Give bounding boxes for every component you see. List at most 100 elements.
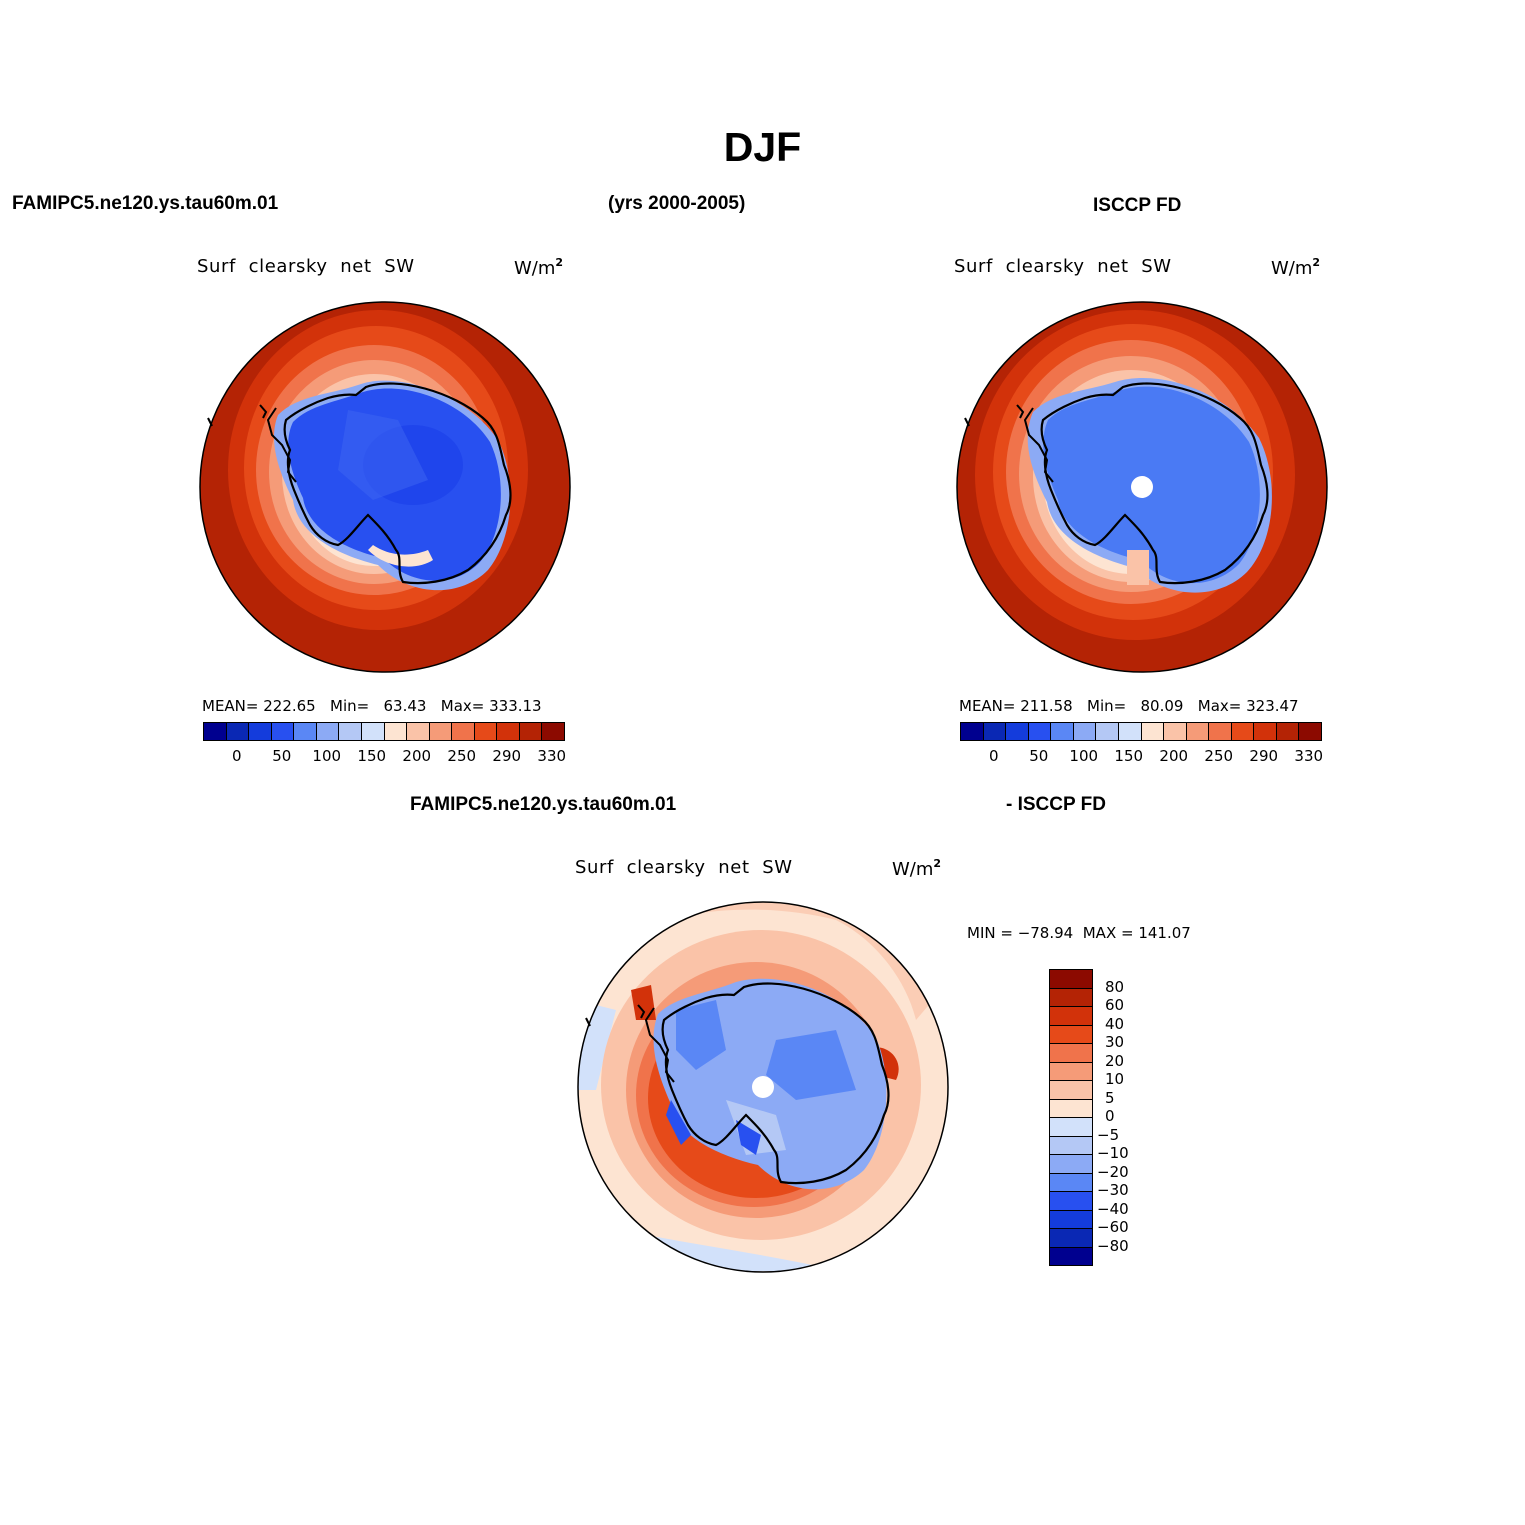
panel2-colorbar-swatch: [1073, 723, 1097, 740]
diff-obs-label: - ISCCP FD: [1006, 794, 1106, 815]
panel1-polar-map: [199, 301, 571, 673]
diff-colorbar-swatch: [1050, 1025, 1092, 1044]
panel2-colorbar-label: 0: [988, 747, 999, 765]
panel2-colorbar-swatch: [1186, 723, 1210, 740]
obs-case-label: ISCCP FD: [1093, 195, 1182, 216]
panel1-colorbar-swatch: [452, 723, 475, 740]
diff-stats: MIN = −78.94 MAX = 141.07: [967, 924, 1191, 942]
panel2-colorbar-swatch: [1051, 723, 1074, 740]
diff-colorbar-swatch: [1050, 1081, 1092, 1100]
diff-colorbar-swatch: [1050, 1192, 1092, 1211]
panel1-stats: MEAN= 222.65 Min= 63.43 Max= 333.13: [202, 697, 542, 715]
panel1-colorbar-swatch: [361, 723, 385, 740]
diff-colorbar: [1049, 969, 1093, 1266]
panel2-colorbar-label: 330: [1294, 747, 1324, 765]
diff-colorbar-swatch: [1050, 1210, 1092, 1229]
diff-colorbar-label: 60: [1105, 996, 1125, 1014]
panel1-colorbar-swatch: [339, 723, 362, 740]
panel1-colorbar-swatch: [271, 723, 295, 740]
diff-colorbar-swatch: [1050, 1136, 1092, 1155]
panel2-colorbar-label: 250: [1204, 747, 1234, 765]
panel2-variable-title: Surf clearsky net SW: [954, 256, 1172, 277]
panel1-colorbar-swatch: [497, 723, 520, 740]
panel2-colorbar-swatch: [1118, 723, 1142, 740]
diff-colorbar-swatch: [1050, 1044, 1092, 1063]
diff-colorbar-label: 80: [1105, 977, 1125, 996]
panel2-colorbar-swatch: [1164, 723, 1187, 740]
diff-colorbar-swatch: [1050, 1173, 1092, 1192]
diff-colorbar-label: −30: [1097, 1181, 1129, 1199]
panel1-colorbar-label: 0: [231, 747, 242, 765]
panel2-colorbar-swatch: [1096, 723, 1119, 740]
panel2-colorbar-swatch: [1141, 723, 1165, 740]
panel2-stats: MEAN= 211.58 Min= 80.09 Max= 323.47: [959, 697, 1299, 715]
diff-case-label: FAMIPC5.ne120.ys.tau60m.01: [410, 794, 677, 815]
diff-variable-title: Surf clearsky net SW: [575, 857, 793, 878]
diff-colorbar-swatch: [1050, 1062, 1092, 1081]
panel2-colorbar-swatch: [983, 723, 1007, 740]
panel1-variable-title: Surf clearsky net SW: [197, 256, 415, 277]
panel1-units: W/m2: [514, 256, 564, 279]
diff-colorbar-label: 10: [1105, 1070, 1125, 1088]
panel2-colorbar-swatch: [1254, 723, 1277, 740]
panel1-colorbar-label: 100: [312, 747, 342, 765]
diff-colorbar-label: 30: [1105, 1033, 1125, 1051]
panel2-colorbar-swatch: [1276, 723, 1300, 740]
panel1-colorbar-label: 330: [537, 747, 567, 765]
panel1-colorbar-label: 50: [272, 747, 292, 765]
diff-colorbar-swatch: [1050, 988, 1092, 1007]
panel1-colorbar-swatch: [519, 723, 543, 740]
diff-colorbar-swatch: [1050, 1229, 1092, 1248]
panel1-colorbar-swatch: [294, 723, 317, 740]
diff-colorbar-swatch: [1050, 1247, 1092, 1265]
panel1-colorbar-swatch: [474, 723, 498, 740]
diff-colorbar-label: −10: [1097, 1144, 1129, 1162]
diff-colorbar-label: −40: [1097, 1199, 1129, 1218]
panel1-colorbar-swatch: [316, 723, 340, 740]
diff-colorbar-swatch: [1050, 970, 1092, 989]
panel1-colorbar-swatch: [407, 723, 430, 740]
diff-colorbar-label: −80: [1097, 1236, 1129, 1255]
diff-polar-map: [577, 901, 949, 1273]
diff-colorbar-label: 20: [1105, 1051, 1125, 1070]
panel2-colorbar-swatch: [1028, 723, 1052, 740]
panel2-colorbar-label: 150: [1114, 747, 1144, 765]
panel2-units: W/m2: [1271, 256, 1321, 279]
diff-colorbar-swatch: [1050, 1099, 1092, 1118]
panel1-colorbar-swatch: [249, 723, 272, 740]
years-label: (yrs 2000-2005): [608, 193, 746, 214]
panel2-colorbar-label: 290: [1249, 747, 1279, 765]
diff-colorbar-swatch: [1050, 1118, 1092, 1137]
panel1-colorbar-swatch: [226, 723, 250, 740]
panel1-colorbar-labels: 0 50 100 150 200 250 290 330: [203, 747, 567, 767]
panel2-colorbar-swatch: [1231, 723, 1255, 740]
panel1-colorbar: [203, 722, 565, 741]
panel2-colorbar-swatch: [961, 723, 984, 740]
diff-colorbar-label: 0: [1105, 1107, 1115, 1125]
panel2-colorbar-label: 50: [1029, 747, 1049, 765]
panel2-polar-map: [956, 301, 1328, 673]
panel1-colorbar-swatch: [429, 723, 453, 740]
model-case-label: FAMIPC5.ne120.ys.tau60m.01: [12, 193, 279, 214]
panel1-colorbar-swatch: [204, 723, 227, 740]
diff-units: W/m2: [892, 857, 942, 880]
diff-colorbar-label: 40: [1105, 1014, 1125, 1033]
diff-colorbar-label: −60: [1097, 1218, 1129, 1236]
panel2-colorbar-swatch: [1006, 723, 1029, 740]
panel2-colorbar-swatch: [1209, 723, 1232, 740]
panel1-colorbar-swatch: [384, 723, 408, 740]
figure-title: DJF: [723, 124, 802, 170]
panel1-colorbar-label: 150: [357, 747, 387, 765]
diff-colorbar-label: −5: [1097, 1125, 1120, 1144]
panel1-colorbar-swatch: [542, 723, 564, 740]
diff-colorbar-swatch: [1050, 1007, 1092, 1026]
panel2-colorbar: [960, 722, 1322, 741]
diff-colorbar-label: −20: [1097, 1162, 1129, 1181]
panel2-colorbar-label: 100: [1069, 747, 1099, 765]
panel2-colorbar-labels: 0 50 100 150 200 250 290 330: [960, 747, 1324, 767]
diff-colorbar-swatch: [1050, 1155, 1092, 1174]
panel1-colorbar-label: 200: [402, 747, 432, 765]
panel2-colorbar-label: 200: [1159, 747, 1189, 765]
diff-colorbar-label: 5: [1105, 1088, 1115, 1107]
panel1-colorbar-label: 250: [447, 747, 477, 765]
